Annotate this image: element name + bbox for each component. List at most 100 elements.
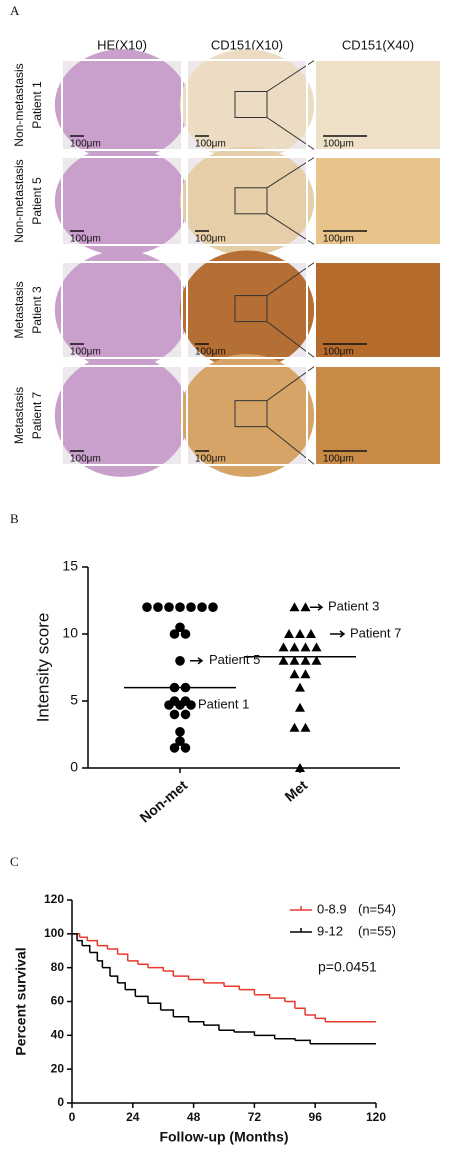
- data-point: [278, 655, 289, 665]
- survival-step: [173, 975, 190, 980]
- data-point: [175, 656, 185, 666]
- data-point: [289, 602, 300, 612]
- zoom-box: [234, 187, 268, 215]
- survival-step: [107, 948, 119, 955]
- data-point: [169, 709, 180, 720]
- column-header: CD151(X40): [342, 37, 414, 52]
- data-point: [278, 642, 289, 652]
- data-point: [295, 702, 305, 712]
- legend-label: 9-12: [317, 923, 343, 938]
- data-point: [169, 743, 180, 753]
- scale-label: 100μm: [70, 347, 101, 358]
- column-header: HE(X10): [97, 37, 147, 52]
- survival-step: [188, 978, 205, 983]
- micrograph-core: [179, 354, 315, 477]
- data-point: [180, 629, 191, 639]
- micrograph-frame: [314, 261, 442, 359]
- micrograph-frame: [186, 156, 308, 246]
- panel-label: C: [10, 854, 19, 869]
- zoom-box: [234, 91, 268, 118]
- data-point: [153, 602, 163, 612]
- micrograph-background: [315, 262, 441, 358]
- micrograph-core: [179, 146, 315, 256]
- survival-step: [269, 997, 286, 1002]
- micrograph-frame: [314, 156, 442, 246]
- data-point: [175, 622, 185, 633]
- survival-step: [117, 982, 126, 990]
- micrograph-core: [54, 146, 190, 256]
- data-point: [311, 655, 322, 665]
- scale-label: 100μm: [70, 139, 101, 150]
- survival-step: [89, 951, 99, 961]
- data-point: [186, 602, 196, 612]
- survival-step: [218, 1029, 235, 1032]
- survival-step: [160, 1009, 175, 1017]
- row-patient-label: Patient 7: [30, 391, 44, 439]
- x-tick-label: Non-met: [137, 777, 191, 826]
- y-axis-label: Intensity score: [33, 613, 52, 723]
- panel-label: B: [10, 511, 19, 526]
- data-point: [197, 602, 207, 612]
- data-point: [164, 700, 174, 710]
- y-tick-label: 10: [62, 625, 78, 641]
- annotation-arrow: [310, 603, 324, 611]
- survival-step: [239, 988, 256, 995]
- data-point: [289, 669, 300, 679]
- y-tick-label: 0: [70, 759, 78, 775]
- survival-step: [203, 982, 225, 987]
- annotation-label: Patient 7: [350, 625, 401, 640]
- survival-step: [127, 960, 139, 965]
- data-point: [169, 629, 180, 639]
- scale-label: 100μm: [323, 234, 354, 245]
- data-point: [311, 642, 322, 652]
- survival-step: [110, 975, 119, 983]
- data-point: [295, 763, 305, 772]
- annotation-arrow: [330, 630, 346, 638]
- survival-step: [79, 936, 88, 941]
- survival-step: [137, 963, 149, 968]
- micrograph-background: [315, 157, 441, 245]
- x-tick-label: 120: [366, 1110, 386, 1124]
- row-group-label: Metastasis: [12, 281, 26, 338]
- survival-step: [294, 1007, 306, 1016]
- scale-label: 100μm: [323, 347, 354, 358]
- y-tick-label: 120: [44, 892, 64, 906]
- data-point: [180, 709, 191, 720]
- annotation-arrow: [178, 701, 194, 709]
- survival-step: [224, 985, 240, 990]
- micrograph-background: [315, 366, 441, 465]
- survival-step: [117, 953, 129, 961]
- scale-label: 100μm: [70, 234, 101, 245]
- data-point: [142, 602, 152, 612]
- survival-step: [125, 988, 137, 997]
- row-group-label: Metastasis: [12, 387, 26, 444]
- micrograph-core: [54, 49, 190, 161]
- row-patient-label: Patient 1: [30, 81, 44, 129]
- survival-step: [274, 1037, 296, 1041]
- data-point: [175, 602, 185, 612]
- x-tick-label: 96: [309, 1110, 323, 1124]
- micrograph-frame: [61, 59, 183, 151]
- y-tick-label: 0: [57, 1095, 64, 1109]
- scale-label: 100μm: [195, 454, 226, 465]
- data-point: [300, 642, 311, 652]
- column-header: CD151(X10): [211, 37, 283, 52]
- annotation-label: Patient 1: [198, 696, 249, 711]
- legend-count: (n=55): [358, 923, 396, 938]
- data-point: [289, 722, 300, 732]
- data-point: [295, 682, 305, 692]
- y-axis-label: Percent survival: [13, 947, 29, 1055]
- data-point: [180, 743, 191, 753]
- annotation-label: Patient 3: [328, 599, 379, 614]
- data-point: [295, 629, 305, 638]
- x-tick-label: Met: [282, 777, 311, 805]
- survival-step: [173, 1015, 190, 1022]
- data-point: [175, 736, 185, 746]
- micrograph-frame: [186, 261, 308, 359]
- survival-step: [254, 993, 271, 999]
- y-tick-label: 60: [51, 994, 65, 1008]
- y-tick-label: 40: [51, 1028, 65, 1042]
- survival-step: [77, 939, 83, 946]
- data-point: [284, 629, 294, 638]
